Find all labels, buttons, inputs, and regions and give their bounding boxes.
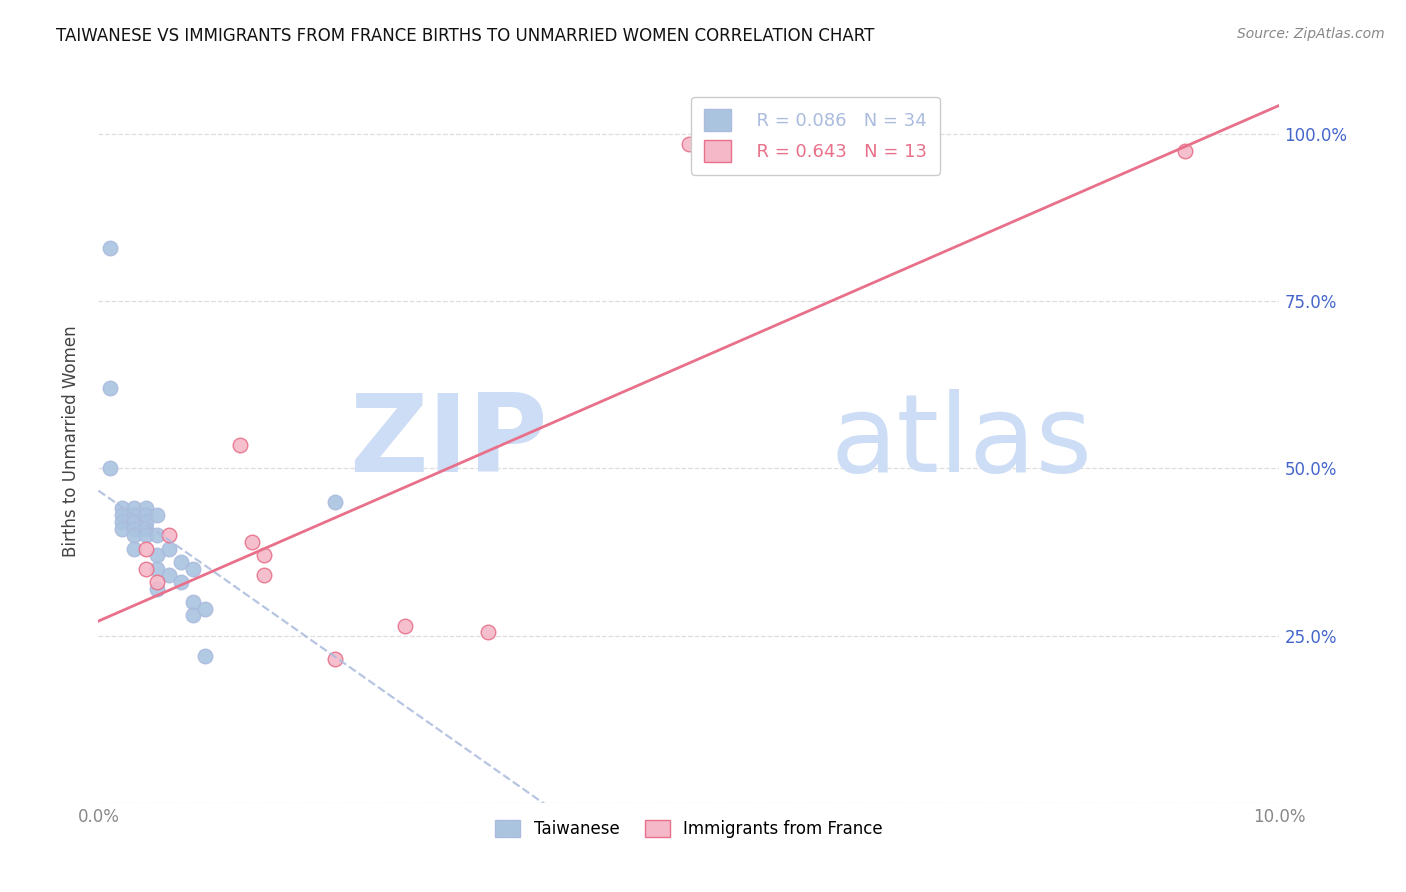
Point [122, 501, 145, 516]
Point [157, 568, 180, 582]
Text: TAIWANESE VS IMMIGRANTS FROM FRANCE BIRTHS TO UNMARRIED WOMEN CORRELATION CHART: TAIWANESE VS IMMIGRANTS FROM FRANCE BIRT… [56, 27, 875, 45]
Y-axis label: Births to Unmarried Women: Births to Unmarried Women [62, 326, 80, 558]
Point [135, 501, 157, 516]
Point [122, 528, 145, 542]
Point [194, 648, 217, 663]
Point [157, 541, 180, 556]
Point [394, 618, 416, 632]
Point [323, 652, 346, 666]
Point [678, 136, 700, 151]
Point [477, 625, 499, 640]
Point [111, 515, 134, 529]
Point [135, 562, 157, 576]
Point [146, 575, 169, 590]
Point [111, 508, 134, 523]
Point [122, 521, 145, 535]
Point [98, 461, 121, 475]
Point [98, 381, 121, 395]
Point [135, 541, 157, 556]
Point [135, 528, 157, 542]
Point [122, 541, 145, 556]
Point [135, 521, 157, 535]
Point [111, 501, 134, 516]
Point [1174, 144, 1197, 158]
Point [146, 582, 169, 596]
Point [146, 528, 169, 542]
Point [253, 568, 276, 582]
Point [240, 534, 263, 549]
Text: ZIP: ZIP [349, 389, 547, 494]
Point [122, 515, 145, 529]
Text: Source: ZipAtlas.com: Source: ZipAtlas.com [1237, 27, 1385, 41]
Point [170, 575, 193, 590]
Point [122, 515, 145, 529]
Point [253, 548, 276, 563]
Point [323, 494, 346, 508]
Point [229, 438, 252, 452]
Point [157, 528, 180, 542]
Point [122, 508, 145, 523]
Point [146, 508, 169, 523]
Point [135, 515, 157, 529]
Point [181, 608, 204, 623]
Point [111, 521, 134, 535]
Point [194, 602, 217, 616]
Point [170, 555, 193, 569]
Point [146, 548, 169, 563]
Text: atlas: atlas [831, 389, 1092, 494]
Point [146, 562, 169, 576]
Point [98, 241, 121, 255]
Point [181, 562, 204, 576]
Point [181, 595, 204, 609]
Point [135, 508, 157, 523]
Legend: Taiwanese, Immigrants from France: Taiwanese, Immigrants from France [489, 814, 889, 845]
